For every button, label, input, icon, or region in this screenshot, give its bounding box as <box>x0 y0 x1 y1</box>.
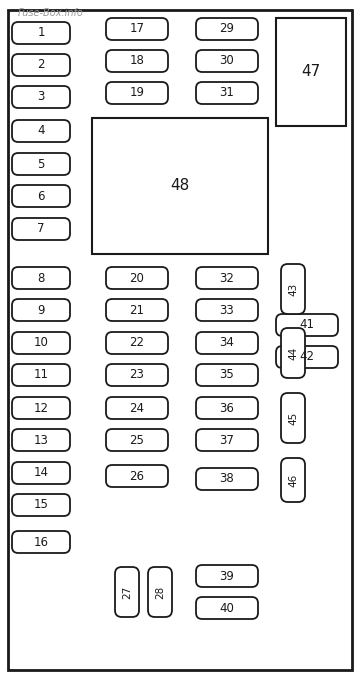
FancyBboxPatch shape <box>12 86 70 108</box>
Text: 19: 19 <box>130 87 144 100</box>
FancyBboxPatch shape <box>196 468 258 490</box>
Text: 39: 39 <box>220 569 234 582</box>
Text: 20: 20 <box>130 271 144 284</box>
Text: 41: 41 <box>300 318 315 331</box>
Bar <box>276 18 346 126</box>
Text: 48: 48 <box>170 179 190 194</box>
Text: 7: 7 <box>37 222 45 235</box>
FancyBboxPatch shape <box>196 332 258 354</box>
FancyBboxPatch shape <box>12 531 70 553</box>
Text: 29: 29 <box>220 23 234 35</box>
FancyBboxPatch shape <box>115 567 139 617</box>
FancyBboxPatch shape <box>12 332 70 354</box>
FancyBboxPatch shape <box>196 82 258 104</box>
FancyBboxPatch shape <box>196 50 258 72</box>
Text: 17: 17 <box>130 23 144 35</box>
FancyBboxPatch shape <box>106 82 168 104</box>
Text: 1: 1 <box>37 27 45 40</box>
FancyBboxPatch shape <box>12 397 70 419</box>
FancyBboxPatch shape <box>196 429 258 451</box>
Text: 47: 47 <box>301 65 321 80</box>
Text: 22: 22 <box>130 336 144 349</box>
FancyBboxPatch shape <box>106 18 168 40</box>
Text: 26: 26 <box>130 469 144 482</box>
FancyBboxPatch shape <box>281 264 305 314</box>
Text: 44: 44 <box>288 346 298 359</box>
Text: 12: 12 <box>33 402 49 415</box>
Text: 38: 38 <box>220 473 234 486</box>
Text: 43: 43 <box>288 282 298 295</box>
Text: 10: 10 <box>33 336 49 349</box>
FancyBboxPatch shape <box>281 458 305 502</box>
Text: 30: 30 <box>220 55 234 68</box>
Text: 21: 21 <box>130 303 144 316</box>
FancyBboxPatch shape <box>281 393 305 443</box>
FancyBboxPatch shape <box>196 364 258 386</box>
FancyBboxPatch shape <box>148 567 172 617</box>
FancyBboxPatch shape <box>196 299 258 321</box>
Text: 18: 18 <box>130 55 144 68</box>
Text: 3: 3 <box>37 91 45 104</box>
Text: 42: 42 <box>300 351 315 364</box>
FancyBboxPatch shape <box>12 462 70 484</box>
Bar <box>92 118 268 254</box>
FancyBboxPatch shape <box>12 494 70 516</box>
FancyBboxPatch shape <box>196 565 258 587</box>
FancyBboxPatch shape <box>12 120 70 142</box>
FancyBboxPatch shape <box>106 50 168 72</box>
FancyBboxPatch shape <box>106 364 168 386</box>
Text: 37: 37 <box>220 434 234 447</box>
Text: 16: 16 <box>33 535 49 548</box>
Text: 31: 31 <box>220 87 234 100</box>
Text: 8: 8 <box>37 271 45 284</box>
Text: 35: 35 <box>220 368 234 381</box>
Text: 28: 28 <box>155 585 165 599</box>
FancyBboxPatch shape <box>281 328 305 378</box>
FancyBboxPatch shape <box>12 429 70 451</box>
FancyBboxPatch shape <box>106 267 168 289</box>
Text: 13: 13 <box>33 434 49 447</box>
Text: 2: 2 <box>37 59 45 72</box>
FancyBboxPatch shape <box>12 218 70 240</box>
FancyBboxPatch shape <box>12 22 70 44</box>
FancyBboxPatch shape <box>196 267 258 289</box>
Text: 14: 14 <box>33 466 49 479</box>
FancyBboxPatch shape <box>106 465 168 487</box>
Text: 33: 33 <box>220 303 234 316</box>
FancyBboxPatch shape <box>196 597 258 619</box>
FancyBboxPatch shape <box>12 153 70 175</box>
Text: 24: 24 <box>130 402 144 415</box>
FancyBboxPatch shape <box>276 314 338 336</box>
Text: 34: 34 <box>220 336 234 349</box>
FancyBboxPatch shape <box>12 54 70 76</box>
Text: 15: 15 <box>33 499 49 512</box>
Text: 45: 45 <box>288 411 298 425</box>
Text: Fuse-Box.info: Fuse-Box.info <box>18 8 84 18</box>
Text: 25: 25 <box>130 434 144 447</box>
FancyBboxPatch shape <box>12 267 70 289</box>
Text: 27: 27 <box>122 585 132 599</box>
FancyBboxPatch shape <box>196 397 258 419</box>
FancyBboxPatch shape <box>12 364 70 386</box>
FancyBboxPatch shape <box>196 18 258 40</box>
FancyBboxPatch shape <box>106 299 168 321</box>
FancyBboxPatch shape <box>276 346 338 368</box>
Text: 5: 5 <box>37 158 45 170</box>
Text: 40: 40 <box>220 602 234 614</box>
FancyBboxPatch shape <box>12 299 70 321</box>
Text: 32: 32 <box>220 271 234 284</box>
FancyBboxPatch shape <box>106 397 168 419</box>
Text: 9: 9 <box>37 303 45 316</box>
Text: 11: 11 <box>33 368 49 381</box>
Text: 46: 46 <box>288 473 298 487</box>
Text: 4: 4 <box>37 125 45 138</box>
FancyBboxPatch shape <box>12 185 70 207</box>
FancyBboxPatch shape <box>106 429 168 451</box>
Text: 36: 36 <box>220 402 234 415</box>
Text: 23: 23 <box>130 368 144 381</box>
Text: 6: 6 <box>37 190 45 203</box>
FancyBboxPatch shape <box>106 332 168 354</box>
